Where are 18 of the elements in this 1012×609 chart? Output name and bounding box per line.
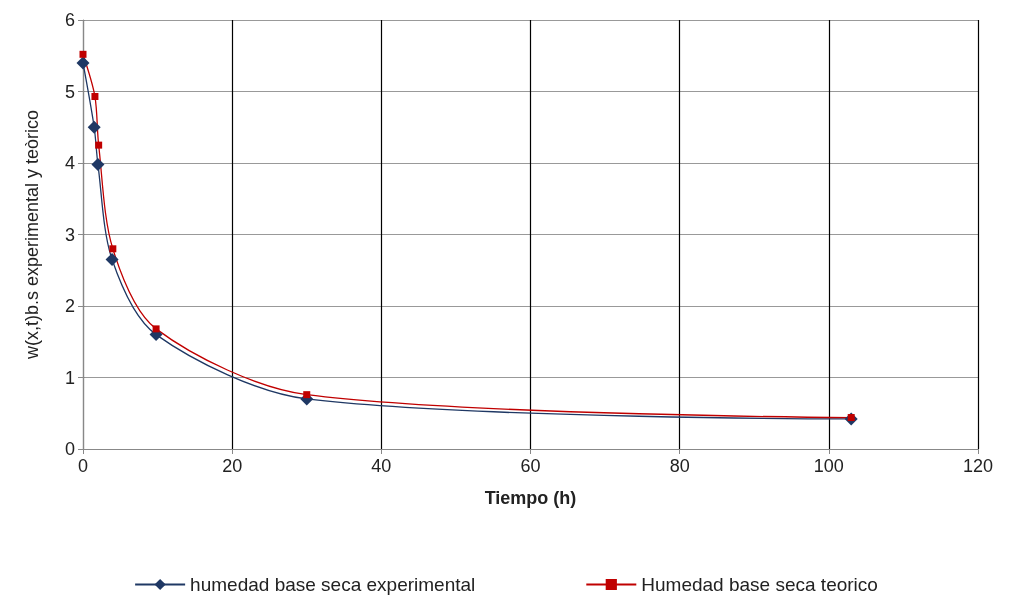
x-axis-title: Tiempo (h) — [484, 488, 577, 508]
y-tick-label: 4 — [64, 153, 75, 173]
y-tick-label: 5 — [64, 81, 75, 102]
x-tick-label: 20 — [222, 456, 243, 476]
legend-label: humedad base seca experimental — [190, 574, 476, 595]
y-tick-label: 6 — [64, 10, 75, 30]
x-tick-label: 120 — [962, 456, 994, 476]
x-tick-label: 80 — [669, 456, 690, 476]
y-axis-title: w(x,t)b.s experimental y teòrico — [22, 109, 42, 361]
x-tick-label: 60 — [520, 456, 541, 476]
y-tick-label: 3 — [64, 224, 75, 245]
legend-label: Humedad base seca teorico — [641, 574, 878, 595]
x-tick-label: 100 — [813, 456, 844, 476]
y-tick-label: 2 — [64, 296, 75, 316]
y-tick-label: 0 — [64, 439, 75, 459]
x-tick-label: 0 — [77, 456, 89, 476]
y-tick-label: 1 — [64, 367, 75, 388]
x-tick-label: 40 — [371, 456, 392, 476]
